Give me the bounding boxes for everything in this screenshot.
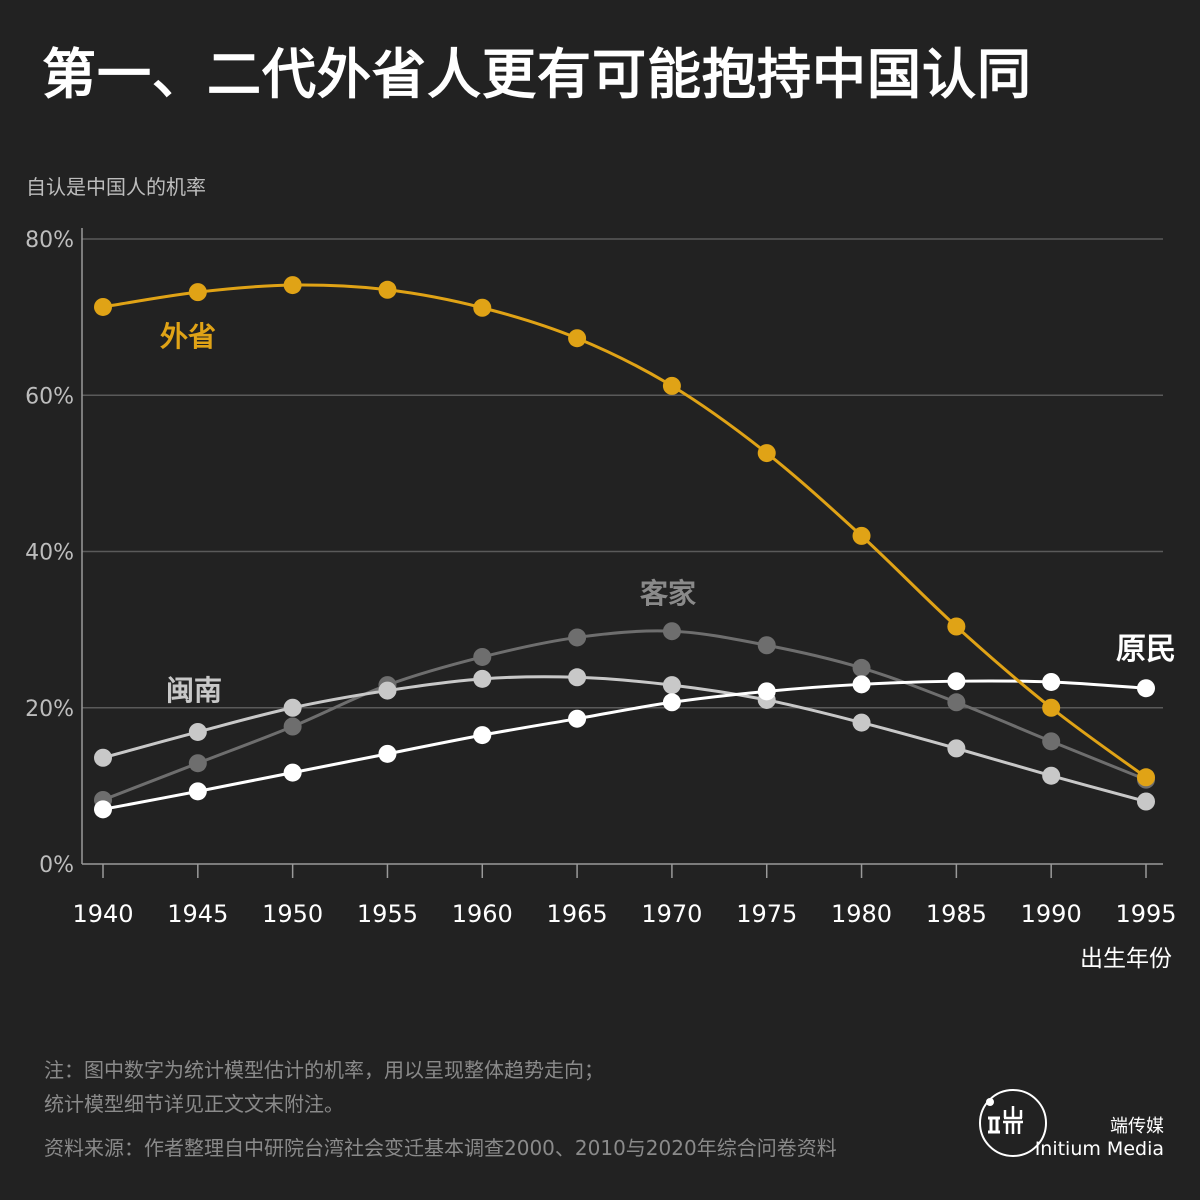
data-point-indigenous bbox=[852, 675, 871, 694]
x-tick-label: 1995 bbox=[1115, 900, 1176, 928]
data-point-minnan bbox=[568, 668, 587, 687]
x-tick-label: 1990 bbox=[1021, 900, 1082, 928]
data-point-waisheng bbox=[662, 376, 681, 395]
source-note: 资料来源：作者整理自中研院台湾社会变迁基本调查2000、2010与2020年综合… bbox=[44, 1136, 837, 1160]
data-point-waisheng bbox=[852, 526, 871, 545]
data-point-minnan bbox=[283, 698, 302, 717]
series-label-hakka: 客家 bbox=[640, 577, 696, 610]
data-point-hakka bbox=[947, 693, 966, 712]
y-axis-label: 自认是中国人的机率 bbox=[26, 175, 206, 199]
series-line-indigenous bbox=[102, 679, 1147, 811]
data-point-waisheng bbox=[757, 444, 776, 463]
data-point-waisheng bbox=[378, 280, 397, 299]
x-tick-label: 1955 bbox=[357, 900, 418, 928]
data-point-indigenous bbox=[1042, 672, 1061, 691]
data-point-waisheng bbox=[947, 617, 966, 636]
y-tick-label: 40% bbox=[25, 541, 74, 566]
data-point-indigenous bbox=[473, 726, 492, 745]
data-point-waisheng bbox=[283, 276, 302, 295]
data-point-indigenous bbox=[94, 800, 112, 819]
series-label-minnan: 闽南 bbox=[166, 674, 222, 707]
axes: 0% 20% 40% 60% 80% 1940 1945 1950 1955 1960 1965 19… bbox=[25, 228, 1177, 928]
x-tick-label: 1985 bbox=[926, 900, 987, 928]
data-point-indigenous bbox=[188, 782, 207, 801]
data-point-hakka bbox=[473, 647, 492, 666]
data-point-hakka bbox=[283, 717, 302, 736]
initium-logo-icon bbox=[979, 1089, 1047, 1157]
data-point-indigenous bbox=[568, 709, 587, 728]
data-point-hakka bbox=[188, 754, 207, 773]
x-tick-label: 1965 bbox=[547, 900, 608, 928]
x-tick-label: 1945 bbox=[167, 900, 228, 928]
line-chart: 自认是中国人的机率 0% 20% 40% 60% 80% 1940 1945 1950 1955… bbox=[25, 175, 1177, 972]
data-point-hakka bbox=[662, 622, 681, 641]
x-tick-label: 1950 bbox=[262, 900, 323, 928]
data-point-minnan bbox=[1042, 766, 1061, 785]
series-line-hakka bbox=[102, 629, 1147, 802]
x-tick-label: 1975 bbox=[736, 900, 797, 928]
data-point-indigenous bbox=[757, 682, 776, 701]
data-point-waisheng bbox=[473, 298, 492, 317]
data-point-minnan bbox=[1137, 792, 1155, 811]
y-tick-label: 60% bbox=[25, 384, 74, 409]
y-tick-label: 0% bbox=[39, 853, 74, 878]
data-point-indigenous bbox=[378, 744, 397, 763]
data-point-indigenous bbox=[1137, 679, 1155, 698]
data-point-minnan bbox=[852, 713, 871, 732]
data-point-waisheng bbox=[94, 297, 112, 316]
x-tick-label: 1970 bbox=[641, 900, 702, 928]
x-tick-label: 1980 bbox=[831, 900, 892, 928]
series-line-waisheng bbox=[102, 283, 1147, 779]
x-tick-label: 1940 bbox=[72, 900, 133, 928]
y-tick-label: 80% bbox=[25, 228, 74, 253]
brand-name-en: Initium Media bbox=[1034, 1138, 1164, 1160]
data-point-indigenous bbox=[283, 763, 302, 782]
page-title: 第一、二代外省人更有可能抱持中国认同 bbox=[42, 43, 1032, 106]
data-point-indigenous bbox=[947, 672, 966, 691]
data-point-minnan bbox=[662, 676, 681, 695]
data-point-indigenous bbox=[662, 693, 681, 712]
data-point-minnan bbox=[188, 722, 207, 741]
data-point-minnan bbox=[378, 681, 397, 700]
data-point-waisheng bbox=[1137, 768, 1155, 787]
x-tick-label: 1960 bbox=[452, 900, 513, 928]
note-line-1: 注：图中数字为统计模型估计的机率，用以呈现整体趋势走向； bbox=[44, 1058, 604, 1082]
data-point-hakka bbox=[568, 628, 587, 647]
data-point-hakka bbox=[852, 658, 871, 677]
brand-name-cn: 端传媒 bbox=[1110, 1116, 1164, 1137]
data-point-minnan bbox=[947, 739, 966, 758]
data-point-waisheng bbox=[1042, 698, 1061, 717]
data-point-waisheng bbox=[188, 283, 207, 302]
series-label-waisheng: 外省 bbox=[160, 320, 216, 353]
series-lines bbox=[102, 283, 1147, 811]
data-point-minnan bbox=[473, 669, 492, 688]
data-point-minnan bbox=[94, 748, 112, 767]
data-point-hakka bbox=[1042, 732, 1061, 751]
series-line-minnan bbox=[102, 675, 1147, 803]
data-point-hakka bbox=[757, 636, 776, 655]
data-point-waisheng bbox=[568, 329, 587, 348]
y-tick-label: 20% bbox=[25, 697, 74, 722]
series-label-indigenous: 原民 bbox=[1116, 632, 1176, 667]
gridlines bbox=[82, 238, 1163, 709]
data-points bbox=[94, 276, 1155, 819]
note-line-2: 统计模型细节详见正文文末附注。 bbox=[44, 1092, 344, 1116]
x-axis-label: 出生年份 bbox=[1080, 946, 1172, 972]
